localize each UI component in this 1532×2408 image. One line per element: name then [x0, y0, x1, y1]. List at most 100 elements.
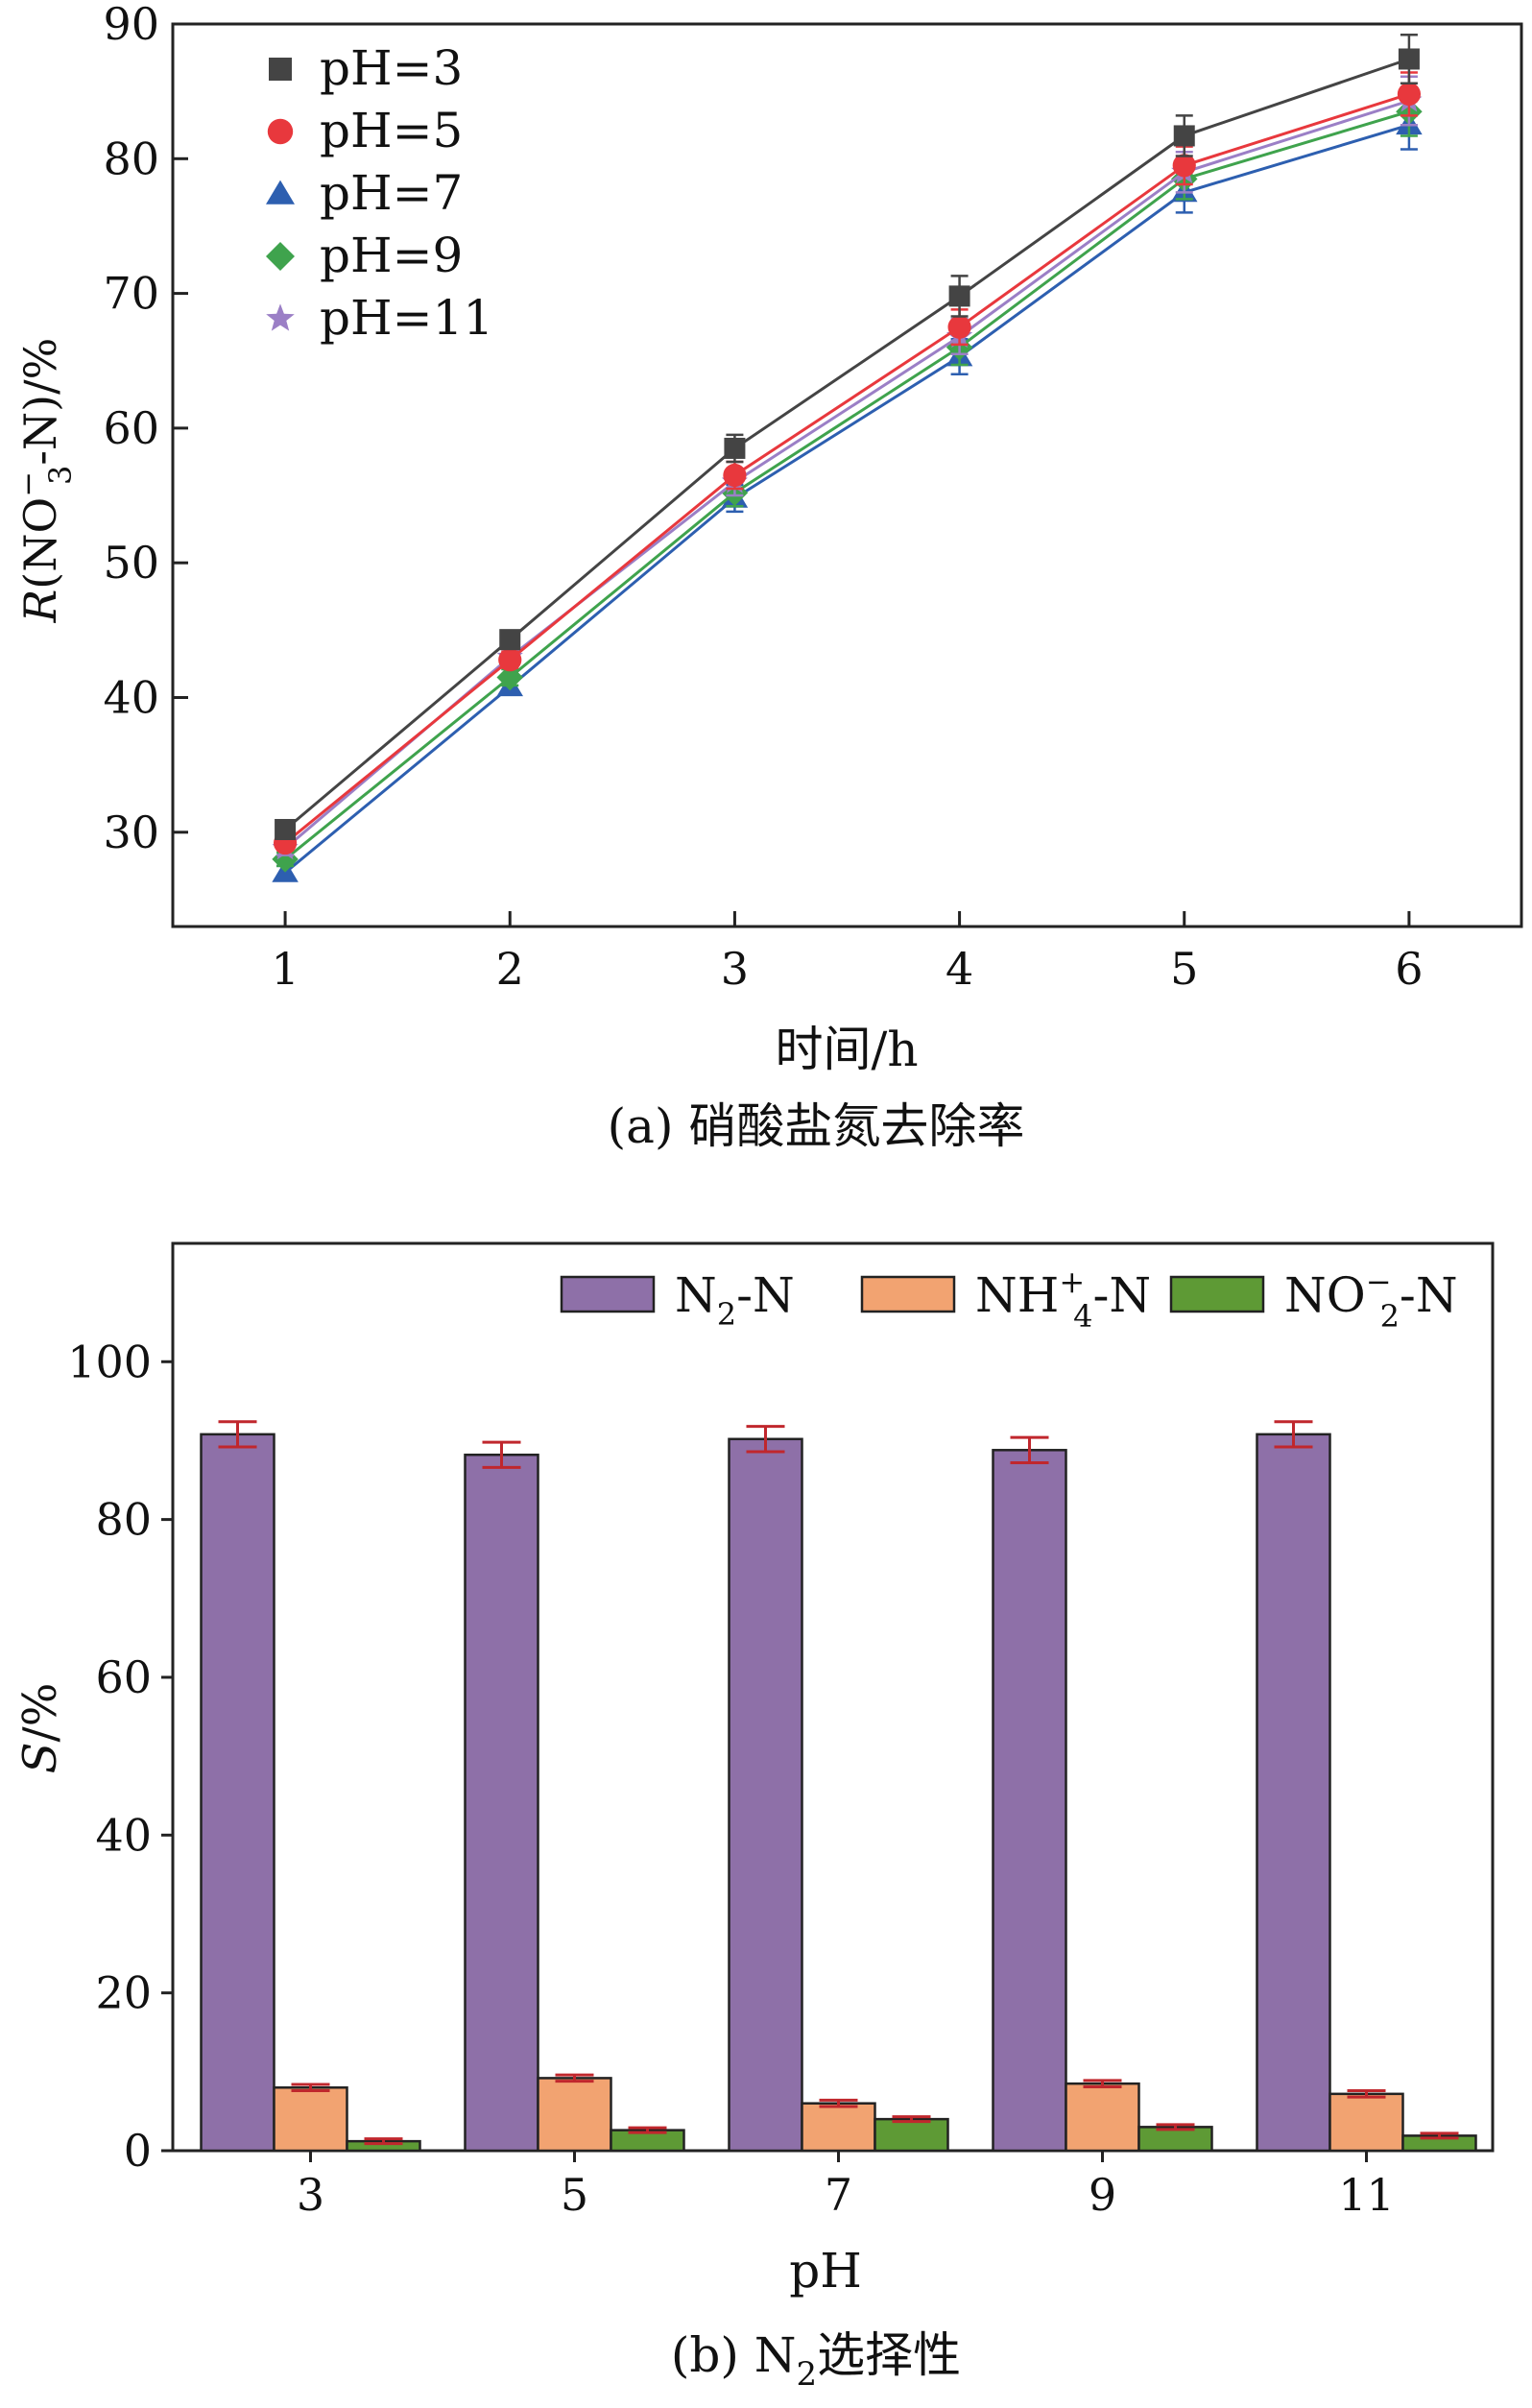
- chart-a-series-square: [275, 33, 1420, 840]
- chart-b-bar: [200, 1433, 275, 2153]
- chart-a-series-line: [284, 92, 1410, 845]
- chart-b-bar: [874, 2117, 949, 2153]
- chart-a-y-tick-label: 60: [103, 402, 159, 454]
- chart-b-legend-sub: 2: [717, 1296, 736, 1333]
- chart-a-point: [499, 629, 521, 651]
- chart-a-y-tick-label: 30: [103, 807, 159, 858]
- chart-b-bars-layer: [200, 1420, 1477, 2153]
- chart-b-legend-sub: 4: [1073, 1298, 1092, 1335]
- chart-a-point: [724, 437, 746, 459]
- chart-b-caption-prefix: (b) N: [671, 2327, 797, 2383]
- chart-a-y-axis: 30 40 50 60 70 80 90: [103, 0, 188, 858]
- chart-b-legend-swatch: [560, 1275, 656, 1313]
- chart-a-x-tick-label: 5: [1170, 943, 1198, 995]
- chart-a-legend-entry: pH=3: [269, 40, 463, 96]
- chart-a-x-tick-label: 2: [496, 943, 524, 995]
- chart-b-y-tick-label: 20: [95, 1967, 152, 2019]
- chart-b-y-tick-label: 60: [95, 1651, 152, 1703]
- chart-b-x-tick-label: 11: [1338, 2169, 1395, 2221]
- chart-a-y-axis-label: R(NO−3-N)/%: [10, 338, 79, 624]
- chart-b-legend-tail: -N: [1400, 1267, 1458, 1323]
- chart-a-legend-marker: [266, 242, 295, 271]
- chart-b-caption: (b) N2选择性: [671, 2327, 961, 2394]
- chart-b-x-tick-label: 7: [825, 2169, 852, 2221]
- chart-a-legend-entry: pH=5: [267, 103, 463, 158]
- chart-b-x-tick-label: 3: [297, 2169, 324, 2221]
- chart-a-plot-frame: [171, 22, 1523, 928]
- chart-b-legend: N2-N NH+ 4-N NO− 2-N: [560, 1264, 1458, 1335]
- chart-a-x-tick-label: 6: [1395, 943, 1423, 995]
- chart-a-series-layer: [272, 33, 1423, 882]
- chart-a-ylabel-italic: R: [14, 590, 66, 624]
- chart-a-point: [272, 846, 299, 873]
- chart-b-legend-label: NH+ 4-N: [975, 1264, 1151, 1335]
- chart-b-legend-sub: 2: [1380, 1298, 1400, 1335]
- chart-b-legend-base: NO: [1284, 1267, 1366, 1323]
- chart-a-point: [496, 663, 523, 691]
- chart-b-bar: [464, 1453, 539, 2153]
- chart-b-bar: [1256, 1433, 1331, 2153]
- chart-a-y-tick-label: 80: [103, 132, 159, 184]
- chart-b-bar: [801, 2102, 876, 2153]
- chart-b-legend-tail: -N: [736, 1267, 795, 1323]
- chart-a-point: [723, 463, 747, 488]
- chart-b-ylabel-italic: S: [13, 1742, 67, 1773]
- chart-b-legend-tail: -N: [1093, 1267, 1152, 1323]
- chart-a-series-line: [284, 58, 1410, 831]
- chart-a-legend-entry: pH=11: [266, 290, 493, 346]
- chart-a-x-axis-label: 时间/h: [775, 1022, 918, 1077]
- chart-b-legend-swatch: [1169, 1275, 1265, 1313]
- chart-a-x-tick-label: 3: [721, 943, 749, 995]
- chart-a-point: [275, 818, 297, 840]
- chart-a-legend-entry: pH=9: [266, 228, 463, 283]
- chart-b-bar: [1137, 2126, 1213, 2153]
- chart-a-y-tick-label: 90: [103, 0, 159, 50]
- chart-a-legend-marker: [267, 118, 294, 145]
- chart-b-legend-swatch: [860, 1275, 956, 1313]
- chart-a-legend-marker: [266, 180, 295, 205]
- chart-b-ylabel-rest: /%: [13, 1683, 67, 1743]
- chart-a-series-line: [284, 123, 1410, 875]
- chart-a-legend: pH=3 pH=5 pH=7 pH=9 pH=11: [266, 40, 493, 346]
- chart-a-legend-label: pH=7: [320, 165, 463, 221]
- chart-b-y-tick-label: 0: [124, 2125, 152, 2177]
- chart-b-legend-entry: NO− 2-N: [1169, 1264, 1458, 1335]
- chart-b-legend-entry: NH+ 4-N: [860, 1264, 1151, 1335]
- chart-b-x-axis-label: pH: [789, 2243, 862, 2299]
- chart-a-series-line: [284, 109, 1410, 861]
- chart-b-y-axis-label: S/%: [13, 1683, 67, 1774]
- chart-a-y-tick-label: 50: [103, 537, 159, 589]
- chart-a-legend-marker: [266, 303, 295, 331]
- chart-a-x-tick-label: 4: [946, 943, 973, 995]
- chart-a-point: [1398, 48, 1420, 70]
- chart-a-legend-label: pH=3: [320, 40, 463, 96]
- chart-a-point: [1173, 125, 1195, 147]
- chart-a-ylabel-part2: -N)/%: [14, 338, 66, 466]
- chart-a-caption: (a) 硝酸盐氮去除率: [608, 1098, 1025, 1154]
- chart-b-bar: [728, 1437, 803, 2153]
- chart-b-bar: [537, 2077, 612, 2153]
- chart-b-y-axis: 0 20 40 60 80 100: [67, 1336, 173, 2177]
- chart-a-point: [498, 648, 522, 672]
- chart-a-legend-label: pH=5: [320, 103, 463, 158]
- chart-b-caption-sub: 2: [797, 2355, 818, 2394]
- chart-a-point: [1397, 82, 1422, 107]
- chart-b-x-tick-label: 9: [1089, 2169, 1116, 2221]
- chart-a-point: [948, 285, 970, 307]
- chart-b-bar: [992, 1449, 1067, 2153]
- chart-a-legend-label: pH=11: [320, 290, 493, 346]
- chart-b-y-tick-label: 80: [95, 1494, 152, 1546]
- chart-b-legend-base: N: [675, 1267, 717, 1323]
- chart-a-ylabel-part1: (NO: [14, 497, 66, 590]
- chart-a-point: [1172, 154, 1196, 178]
- chart-b-legend-sup: +: [1059, 1264, 1085, 1300]
- chart-a-point: [947, 315, 971, 339]
- chart-b-bar: [1065, 2082, 1140, 2153]
- chart-b-legend-sup: −: [1366, 1264, 1392, 1300]
- chart-a-ylabel-sub: 3: [42, 466, 79, 485]
- chart-a-y-tick-label: 40: [103, 671, 159, 723]
- chart-a-y-tick-label: 70: [103, 268, 159, 320]
- chart-a-x-axis: 1 2 3 4 5 6: [271, 911, 1424, 995]
